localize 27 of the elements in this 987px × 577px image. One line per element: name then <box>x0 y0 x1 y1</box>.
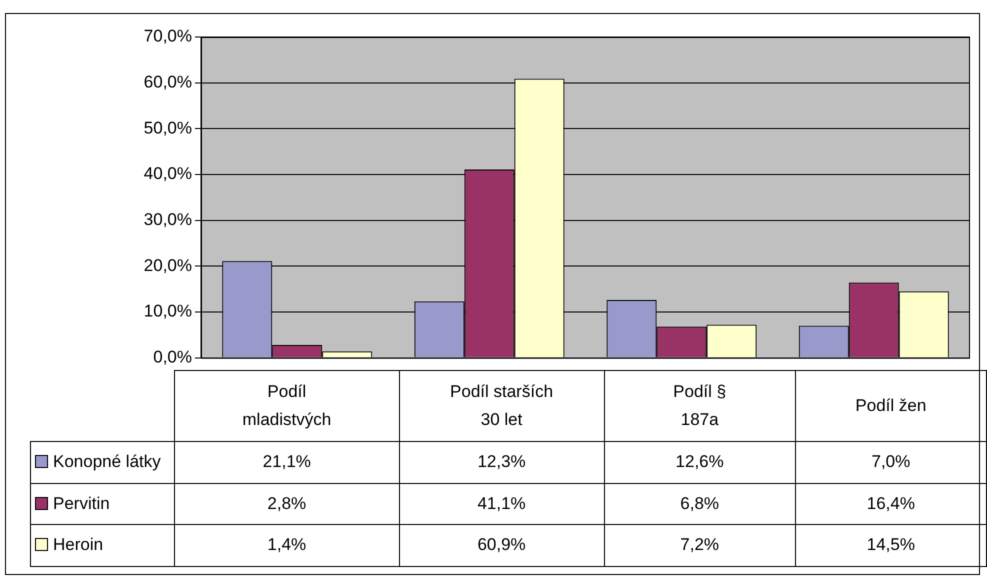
data-label: 2,8% <box>174 483 400 524</box>
data-label: 21,1% <box>174 442 400 483</box>
data-label: 60,9% <box>399 524 604 566</box>
x-tick-label: Podíl starších 30 let <box>450 382 554 429</box>
y-tick-label: 70,0% <box>144 26 192 46</box>
legend-label: Pervitin <box>30 483 175 524</box>
y-tick-label: 20,0% <box>144 256 192 275</box>
data-label: 1,4% <box>174 524 400 566</box>
data-label: 7,0% <box>795 442 986 483</box>
y-tick-label: 50,0% <box>144 118 192 138</box>
y-tick-label: 0,0% <box>153 347 192 366</box>
y-tick-label: 30,0% <box>144 210 192 229</box>
x-tick-label: Podíl mladistvých <box>242 382 332 429</box>
data-label: 12,3% <box>399 442 604 483</box>
data-label: 7,2% <box>604 524 796 566</box>
data-label: 14,5% <box>795 524 986 566</box>
data-label: 41,1% <box>399 483 604 524</box>
y-tick-label: 40,0% <box>144 164 192 184</box>
y-tick-label: 10,0% <box>144 302 192 321</box>
x-tick-label: Podíl § 187a <box>673 382 726 429</box>
legend-label: Heroin <box>30 524 175 566</box>
data-label: 12,6% <box>604 442 796 483</box>
y-tick-label: 60,0% <box>144 72 192 92</box>
x-tick-label: Podíl žen <box>855 396 926 415</box>
legend-label: Konopné látky <box>30 442 175 483</box>
data-label: 16,4% <box>795 483 986 524</box>
data-label: 6,8% <box>604 483 796 524</box>
